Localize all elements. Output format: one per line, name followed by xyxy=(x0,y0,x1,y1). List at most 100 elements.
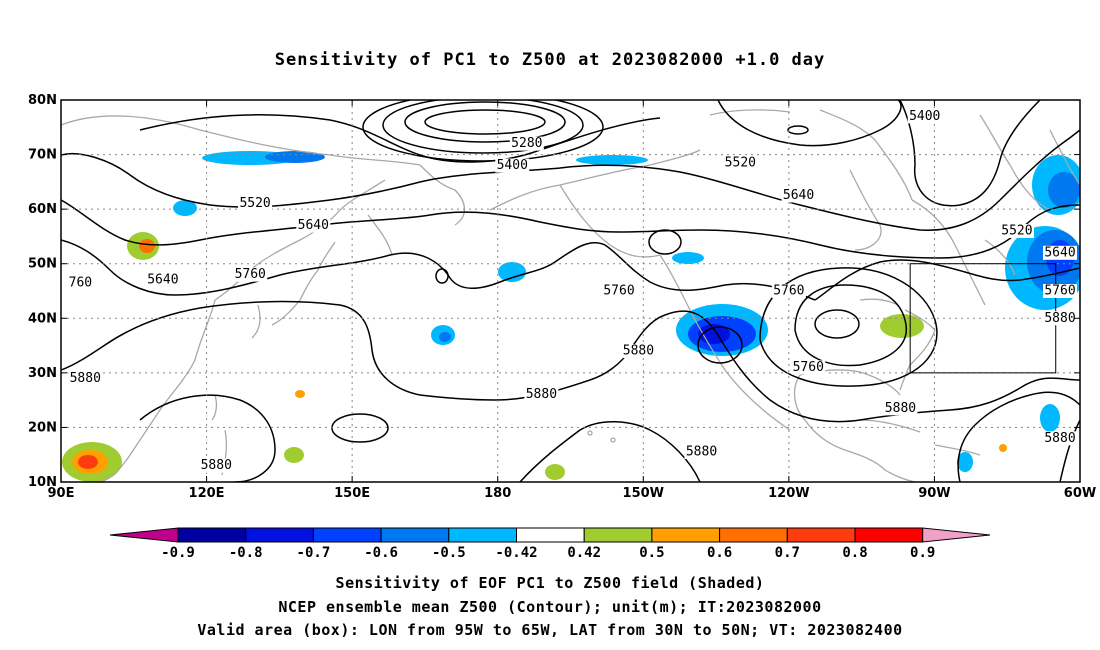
contour-label: 5520 xyxy=(1001,223,1032,238)
contour-label: 5880 xyxy=(1044,311,1075,326)
contour-label: 5880 xyxy=(70,371,101,386)
contour-labels: 5400 5280 5400 5520 5520 5640 5640 5520 5640 5640… xyxy=(67,109,1077,473)
colorbar-segment xyxy=(245,527,314,543)
colorbar-label: -0.8 xyxy=(229,545,263,561)
contour-label-bg xyxy=(238,196,273,211)
x-tick-label: 150E xyxy=(334,486,370,501)
contour-label: 5760 xyxy=(793,360,824,375)
y-tick-label: 50N xyxy=(28,257,57,272)
contour-label-bg xyxy=(684,444,719,459)
colorbar-segment xyxy=(380,527,450,543)
contour-label-bg xyxy=(495,158,530,173)
contour-label: 5640 xyxy=(298,218,329,233)
z500-contours xyxy=(61,100,1080,482)
colorbar-label: 0.7 xyxy=(775,545,800,561)
contour-label-bg xyxy=(1043,431,1077,446)
colorbar-segment xyxy=(177,527,247,543)
y-tick-label: 30N xyxy=(28,366,57,381)
colorbar-label: 0.5 xyxy=(639,545,664,561)
contour-label: 5760 xyxy=(235,267,266,282)
contour-label-bg xyxy=(791,360,826,375)
contour-label-bg xyxy=(1043,311,1077,326)
contour-label-bg xyxy=(723,155,758,170)
contour-label: 5880 xyxy=(526,387,557,402)
contour-label: 5400 xyxy=(497,158,528,173)
contour-label-bg xyxy=(199,458,234,473)
colorbar-label: 0.9 xyxy=(910,545,935,561)
contour-label: 5280 xyxy=(511,136,542,151)
map-frame xyxy=(60,99,1081,483)
colorbar-segment xyxy=(719,527,788,543)
x-tick-label: 90E xyxy=(48,486,75,501)
contour-label: 5760 xyxy=(603,284,634,299)
contour-label: 5760 xyxy=(1044,284,1075,299)
colorbar: -0.9 -0.8 -0.7 -0.6 -0.5 -0.42 0.42 0.5 0.6 0.7 0.… xyxy=(109,527,991,561)
caption-line-1: Sensitivity of EOF PC1 to Z500 field (Sh… xyxy=(335,574,765,592)
contour-label-bg xyxy=(524,387,559,402)
x-tick-label: 120E xyxy=(189,486,225,501)
contour-label-bg xyxy=(67,275,94,290)
contour-label: 5880 xyxy=(623,344,654,359)
colorbar-segment xyxy=(854,527,924,543)
colorbar-label: -0.6 xyxy=(364,545,398,561)
contour-label: 5880 xyxy=(686,444,717,459)
y-tick-label: 60N xyxy=(28,202,57,217)
y-tick-label: 10N xyxy=(28,475,57,490)
y-tick-label: 20N xyxy=(28,420,57,435)
contour-label-bg xyxy=(509,136,544,151)
caption-line-2: NCEP ensemble mean Z500 (Contour); unit(… xyxy=(278,598,822,616)
colorbar-segment xyxy=(786,527,856,543)
caption-line-3: Valid area (box): LON from 95W to 65W, L… xyxy=(197,621,903,639)
contour-label-bg xyxy=(1043,245,1077,260)
contour-label-bg xyxy=(1043,284,1077,298)
contour-label-bg xyxy=(233,267,268,282)
colorbar-low-triangle xyxy=(109,527,179,543)
colorbar-label: -0.9 xyxy=(161,545,195,561)
contour-label: 5880 xyxy=(1044,431,1075,446)
colorbar-label: -0.42 xyxy=(495,545,537,561)
map-axes: 90E 120E 150E 180 150W 120W 90W 60W 10N 20N 30N 40N… xyxy=(28,93,1096,501)
contour-label: 5520 xyxy=(239,196,270,211)
colorbar-segment xyxy=(516,527,585,543)
y-tick-label: 40N xyxy=(28,311,57,326)
graticule xyxy=(61,100,1080,482)
contour-label-bg xyxy=(883,401,918,416)
coastlines xyxy=(61,109,1080,482)
contour-label-bg xyxy=(145,273,180,288)
x-tick-label: 150W xyxy=(623,486,664,501)
colorbar-segment xyxy=(448,527,517,543)
contour-label: 5400 xyxy=(909,109,940,124)
chart-title: Sensitivity of PC1 to Z500 at 2023082000… xyxy=(274,50,826,70)
contour-label: 5640 xyxy=(147,273,178,288)
colorbar-segment xyxy=(312,527,382,543)
contour-label: 5880 xyxy=(201,458,232,473)
colorbar-label: -0.5 xyxy=(432,545,466,561)
colorbar-label: 0.42 xyxy=(567,545,601,561)
contour-label-bg xyxy=(621,344,656,359)
contour-label: 5760 xyxy=(773,284,804,299)
x-tick-label: 90W xyxy=(918,486,950,501)
x-tick-label: 180 xyxy=(484,486,511,501)
contour-label-bg xyxy=(907,109,942,124)
contour-label-bg xyxy=(602,284,637,298)
contour-label-bg xyxy=(999,223,1034,238)
contour-label: 5640 xyxy=(783,188,814,203)
colorbar-label: 0.8 xyxy=(842,545,867,561)
colorbar-label: 0.6 xyxy=(707,545,732,561)
colorbar-high-triangle xyxy=(922,527,991,543)
colorbar-label: -0.7 xyxy=(297,545,331,561)
contour-label: 760 xyxy=(69,275,92,290)
contour-label-bg xyxy=(68,371,103,386)
y-tick-label: 70N xyxy=(28,148,57,163)
y-tick-label: 80N xyxy=(28,93,57,108)
contour-label-bg xyxy=(771,284,806,298)
x-tick-label: 120W xyxy=(768,486,809,501)
colorbar-segment xyxy=(583,527,653,543)
contour-label: 5520 xyxy=(725,155,756,170)
contour-label: 5880 xyxy=(885,401,916,416)
contour-label-bg xyxy=(296,218,331,233)
colorbar-segment xyxy=(651,527,721,543)
x-tick-label: 60W xyxy=(1064,486,1096,501)
contour-label: 5640 xyxy=(1044,245,1075,260)
